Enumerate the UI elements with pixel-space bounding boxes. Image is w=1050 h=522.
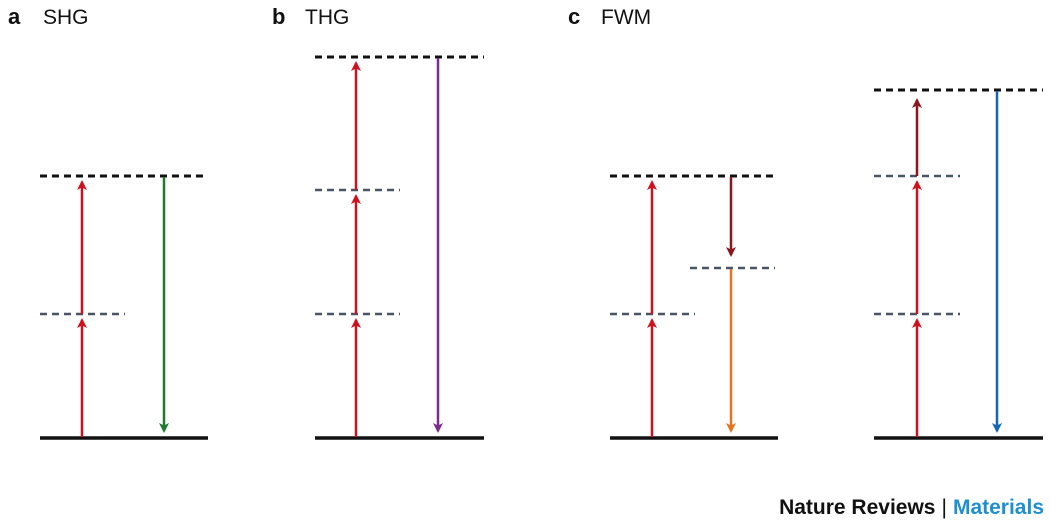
- panel-c-letter: c: [568, 4, 580, 29]
- fwm-diagram-1: [610, 174, 778, 440]
- journal-credit: Nature Reviews | Materials: [779, 496, 1044, 520]
- credit-journal: Nature Reviews: [779, 496, 936, 519]
- panel-b-letter: b: [272, 4, 285, 29]
- panel-b-title: THG: [305, 6, 349, 29]
- panel-c-fwm: c FWM: [568, 4, 1043, 440]
- fwm-diagram-2: [874, 88, 1043, 440]
- panel-c-title: FWM: [601, 6, 651, 29]
- panel-b-thg: b THG: [272, 4, 484, 440]
- panel-a-shg: a SHG: [8, 4, 208, 440]
- credit-separator: |: [941, 496, 947, 519]
- credit-section: Materials: [952, 496, 1044, 519]
- panel-a-title: SHG: [43, 6, 89, 29]
- panel-a-letter: a: [8, 4, 21, 29]
